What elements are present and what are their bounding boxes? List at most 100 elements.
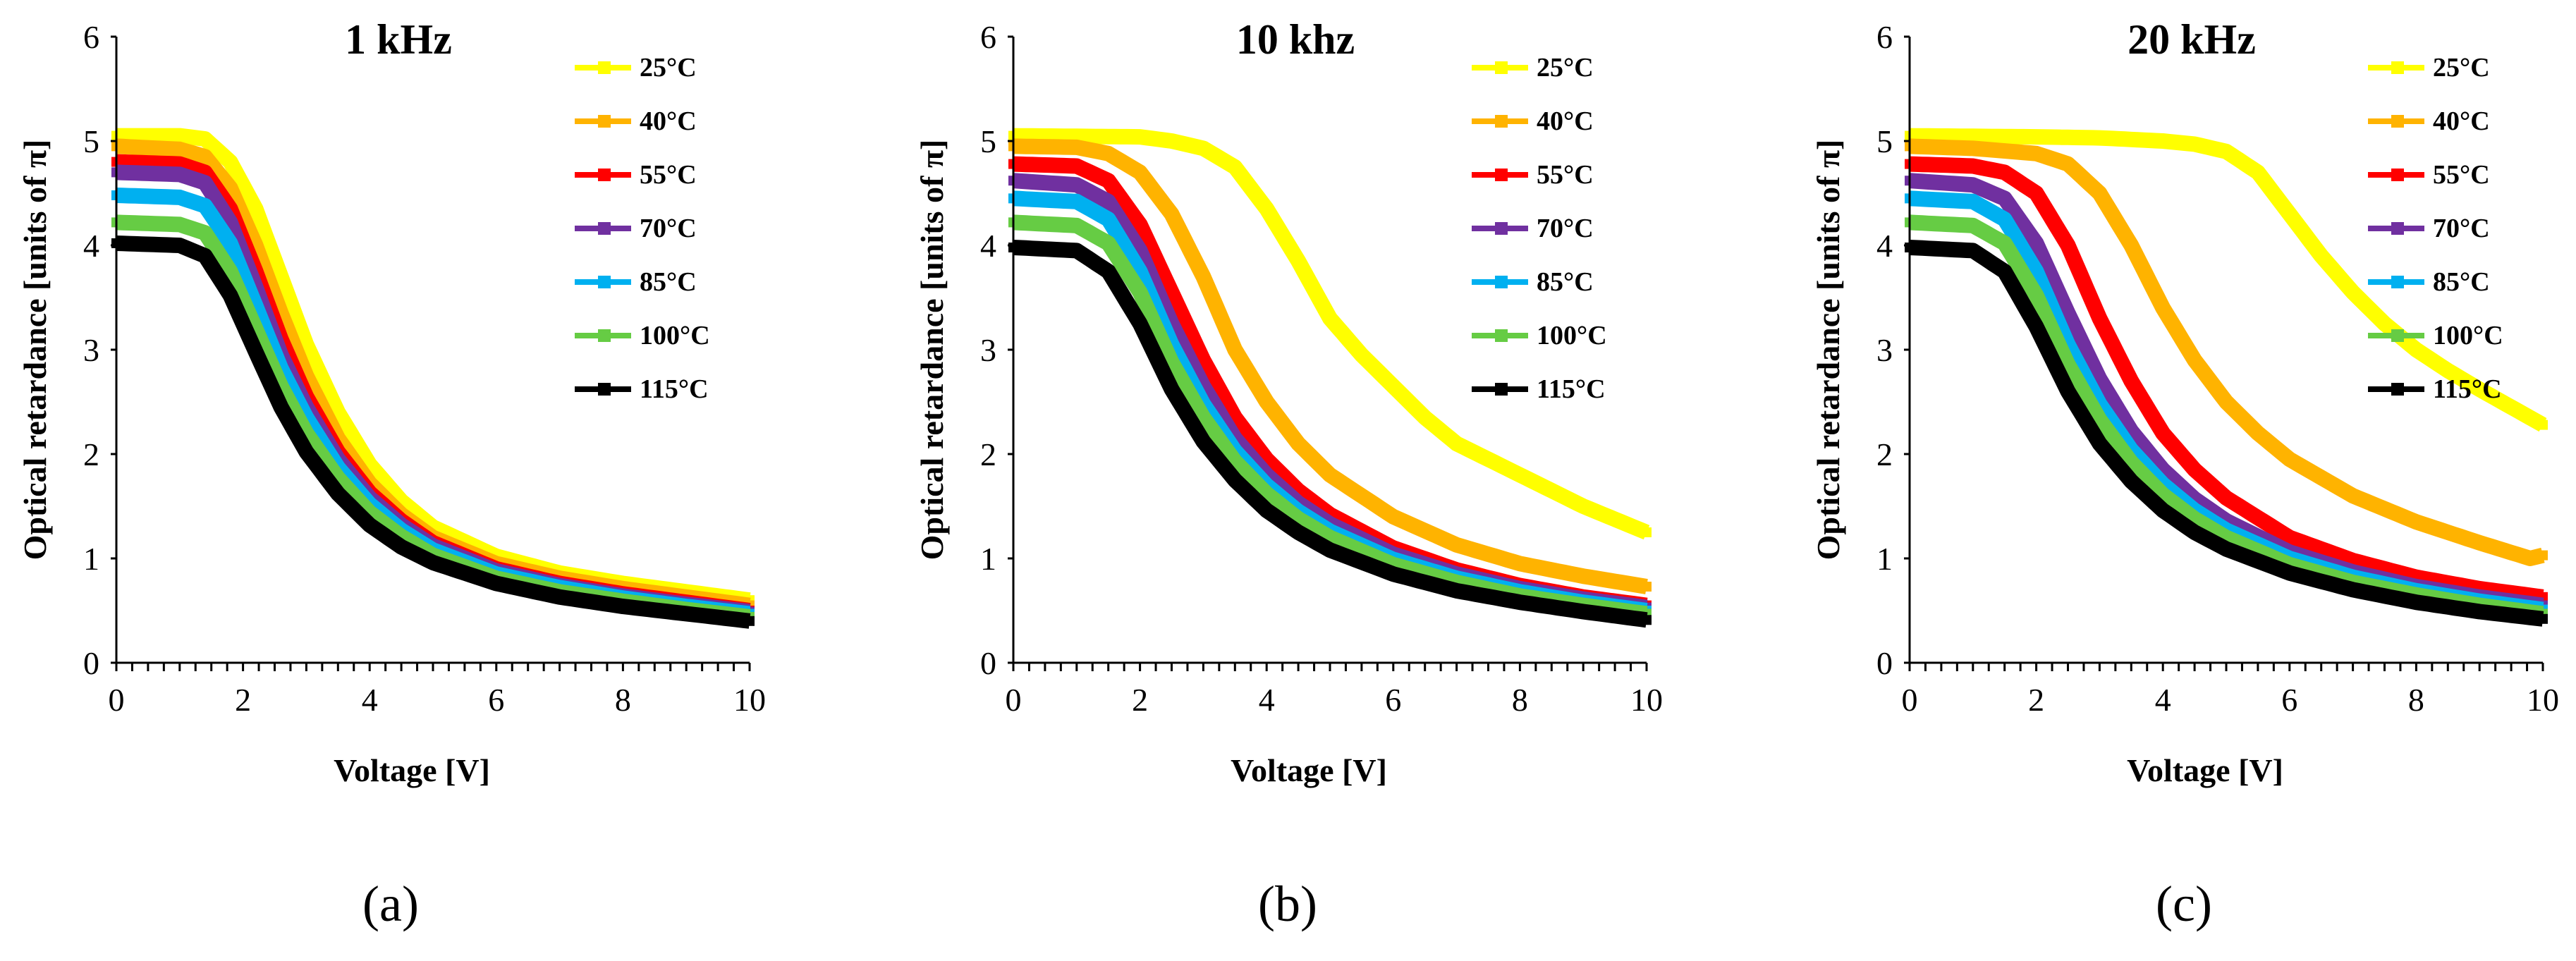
- data-point: [1312, 290, 1322, 300]
- data-point: [1502, 594, 1513, 605]
- data-point: [1980, 185, 1991, 195]
- data-point: [1400, 517, 1411, 527]
- y-tick-label: 2: [1876, 436, 1893, 472]
- data-point: [161, 130, 172, 141]
- data-point: [2309, 541, 2320, 552]
- legend-label: 25°C: [2433, 53, 2490, 82]
- legend-entry: 25°C: [575, 53, 697, 82]
- data-point: [1198, 271, 1209, 282]
- data-point: [1578, 571, 1589, 582]
- data-point: [2209, 482, 2218, 492]
- data-point: [1362, 495, 1373, 506]
- data-point: [2297, 226, 2307, 236]
- data-point: [694, 610, 704, 620]
- data-point: [1109, 224, 1120, 235]
- data-point: [2436, 601, 2447, 611]
- data-point: [2107, 209, 2118, 219]
- data-point: [301, 339, 312, 350]
- legend-label: 100°C: [2433, 321, 2503, 350]
- panel-title: 20 kHz: [2128, 16, 2256, 63]
- legend-marker: [1495, 276, 1508, 288]
- data-point: [2209, 537, 2218, 548]
- data-point: [2474, 606, 2485, 617]
- data-point: [250, 347, 261, 357]
- data-point: [1135, 287, 1145, 298]
- data-point: [618, 601, 628, 612]
- data-point: [2386, 506, 2396, 517]
- legend-label: 85°C: [640, 267, 697, 297]
- data-point: [1287, 430, 1298, 441]
- data-point: [630, 603, 641, 613]
- data-point: [149, 191, 159, 202]
- data-point: [2120, 448, 2130, 459]
- data-point: [2056, 132, 2067, 142]
- data-point: [2373, 312, 2383, 323]
- data-point: [2449, 530, 2460, 539]
- data-point: [1955, 196, 1965, 206]
- legend-label: 40°C: [2433, 106, 2490, 136]
- data-point: [1147, 133, 1158, 144]
- data-point: [1071, 196, 1082, 207]
- data-point: [719, 613, 730, 623]
- data-point: [1058, 220, 1069, 230]
- data-point: [149, 239, 159, 250]
- data-point: [2031, 188, 2041, 198]
- data-point: [2018, 147, 2029, 158]
- data-point: [2259, 516, 2269, 527]
- data-point: [1122, 267, 1133, 278]
- data-point: [1642, 582, 1652, 592]
- data-point: [136, 130, 147, 141]
- data-point: [2234, 549, 2244, 559]
- data-point: [149, 158, 159, 169]
- data-point: [2474, 537, 2485, 548]
- data-point: [2018, 220, 2029, 231]
- data-point: [1058, 142, 1069, 152]
- data-point: [2487, 391, 2498, 402]
- legend-label: 25°C: [1537, 53, 1594, 82]
- data-point: [1173, 137, 1183, 148]
- data-point: [2360, 496, 2371, 506]
- data-point: [2196, 530, 2206, 541]
- y-tick-label: 0: [980, 645, 996, 681]
- data-point: [2171, 499, 2181, 510]
- data-point: [1929, 130, 1940, 141]
- data-point: [1236, 463, 1247, 473]
- data-point: [1578, 606, 1589, 617]
- data-point: [276, 271, 286, 282]
- data-point: [567, 594, 578, 604]
- data-point: [2538, 420, 2548, 430]
- data-point: [2082, 417, 2092, 428]
- data-point: [2094, 188, 2105, 198]
- data-point: [2386, 592, 2396, 603]
- data-point: [1993, 166, 2003, 176]
- data-point: [1223, 400, 1234, 411]
- data-point: [1249, 437, 1259, 448]
- data-point: [1642, 527, 1652, 537]
- data-point: [2449, 369, 2460, 379]
- data-point: [238, 180, 248, 190]
- data-point: [2132, 434, 2143, 444]
- data-point: [2234, 409, 2244, 420]
- data-point: [1223, 447, 1234, 458]
- data-point: [1955, 245, 1965, 255]
- data-point: [1993, 145, 2003, 156]
- data-point: [1993, 131, 2003, 142]
- data-point: [2069, 164, 2080, 175]
- data-point: [2183, 522, 2194, 533]
- x-tick-label: 6: [488, 682, 504, 718]
- data-point: [2271, 443, 2282, 454]
- data-point: [1967, 161, 1978, 171]
- legend-marker: [2391, 222, 2404, 235]
- data-point: [377, 529, 388, 539]
- x-tick-label: 8: [2408, 682, 2424, 718]
- data-point: [2462, 533, 2472, 544]
- data-point: [2259, 558, 2269, 569]
- data-point: [2018, 300, 2029, 310]
- x-tick-label: 0: [1902, 682, 1918, 718]
- data-point: [2031, 148, 2041, 159]
- legend-marker: [2391, 383, 2404, 396]
- legend-marker: [2391, 276, 2404, 288]
- data-point: [1942, 131, 1953, 141]
- data-point: [2056, 294, 2067, 305]
- data-point: [212, 247, 223, 257]
